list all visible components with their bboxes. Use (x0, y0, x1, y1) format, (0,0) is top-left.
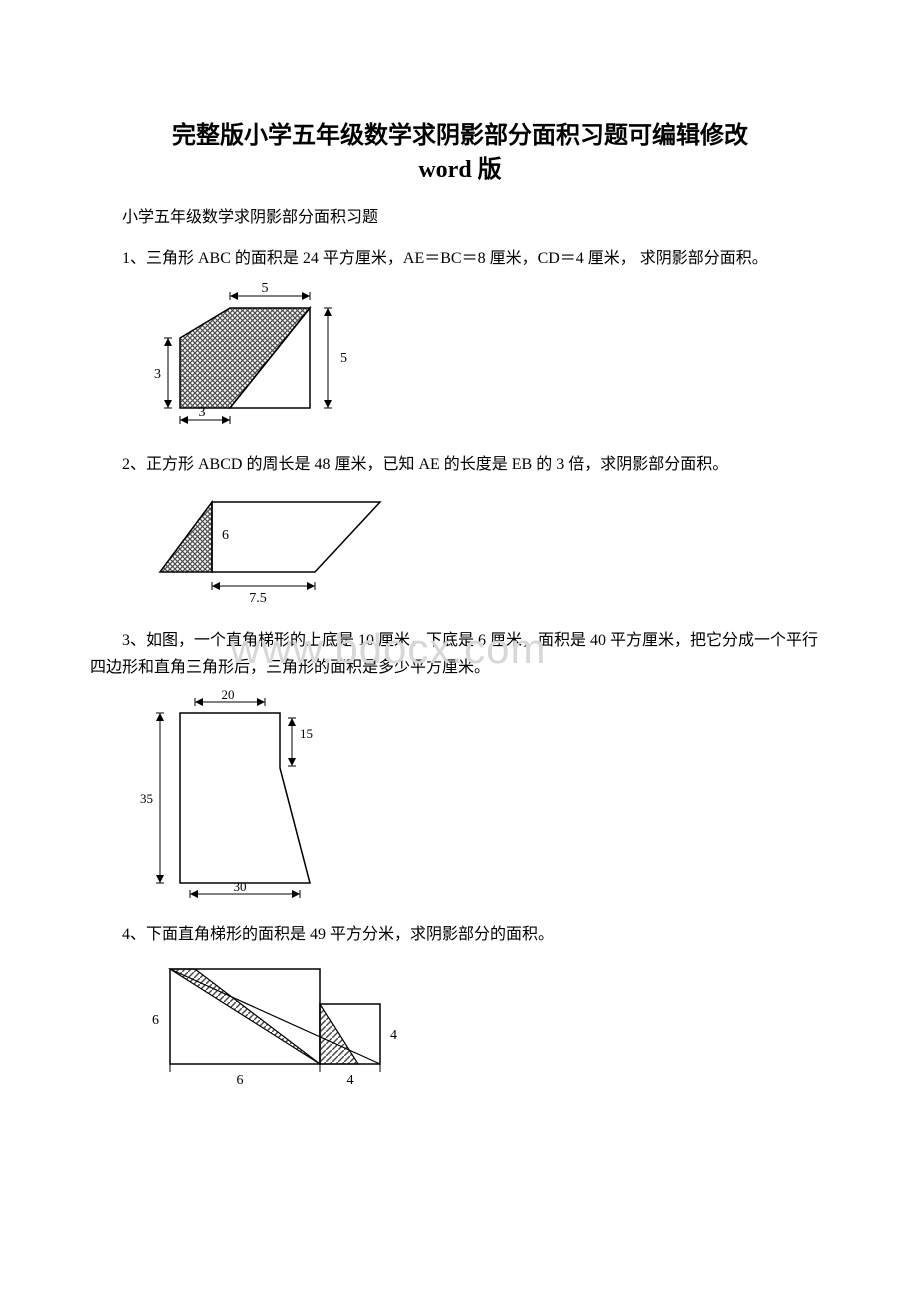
problem-2: 2、正方形 ABCD 的周长是 48 厘米，已知 AE 的长度是 EB 的 3 … (90, 451, 830, 478)
figure-4: 6 4 6 4 (140, 954, 830, 1099)
fig3-dim-bottom: 30 (234, 879, 247, 894)
fig2-dim-inner: 6 (222, 528, 229, 543)
fig4-dim-right: 4 (390, 1028, 397, 1043)
fig1-dim-bottom: 3 (199, 405, 206, 420)
figure-3: 20 15 35 30 (140, 688, 830, 903)
title-line2: word 版 (418, 157, 501, 183)
fig4-dim-left: 6 (152, 1013, 159, 1028)
fig4-dim-bottom-b: 4 (347, 1073, 354, 1088)
page-title: 完整版小学五年级数学求阴影部分面积习题可编辑修改 word 版 (90, 120, 830, 187)
fig1-dim-top: 5 (262, 281, 269, 296)
fig3-dim-left: 35 (140, 791, 153, 806)
fig3-dim-right: 15 (300, 726, 313, 741)
problem-3: 3、如图，一个直角梯形的上底是 10 厘米，下底是 6 厘米，面积是 40 平方… (90, 627, 830, 681)
fig1-dim-left: 3 (154, 367, 161, 382)
fig4-dim-bottom-a: 6 (237, 1073, 244, 1088)
subtitle: 小学五年级数学求阴影部分面积习题 (90, 205, 830, 231)
figure-2: 6 7.5 (140, 484, 830, 609)
problem-4: 4、下面直角梯形的面积是 49 平方分米，求阴影部分的面积。 (90, 921, 830, 948)
problem-1: 1、三角形 ABC 的面积是 24 平方厘米，AE＝BC＝8 厘米，CD＝4 厘… (90, 245, 830, 272)
fig2-dim-bottom: 7.5 (249, 591, 267, 604)
fig1-dim-right: 5 (340, 351, 347, 366)
figure-1: 5 5 3 3 (140, 278, 830, 433)
title-line1: 完整版小学五年级数学求阴影部分面积习题可编辑修改 (172, 123, 748, 149)
fig3-dim-top: 20 (222, 688, 235, 702)
